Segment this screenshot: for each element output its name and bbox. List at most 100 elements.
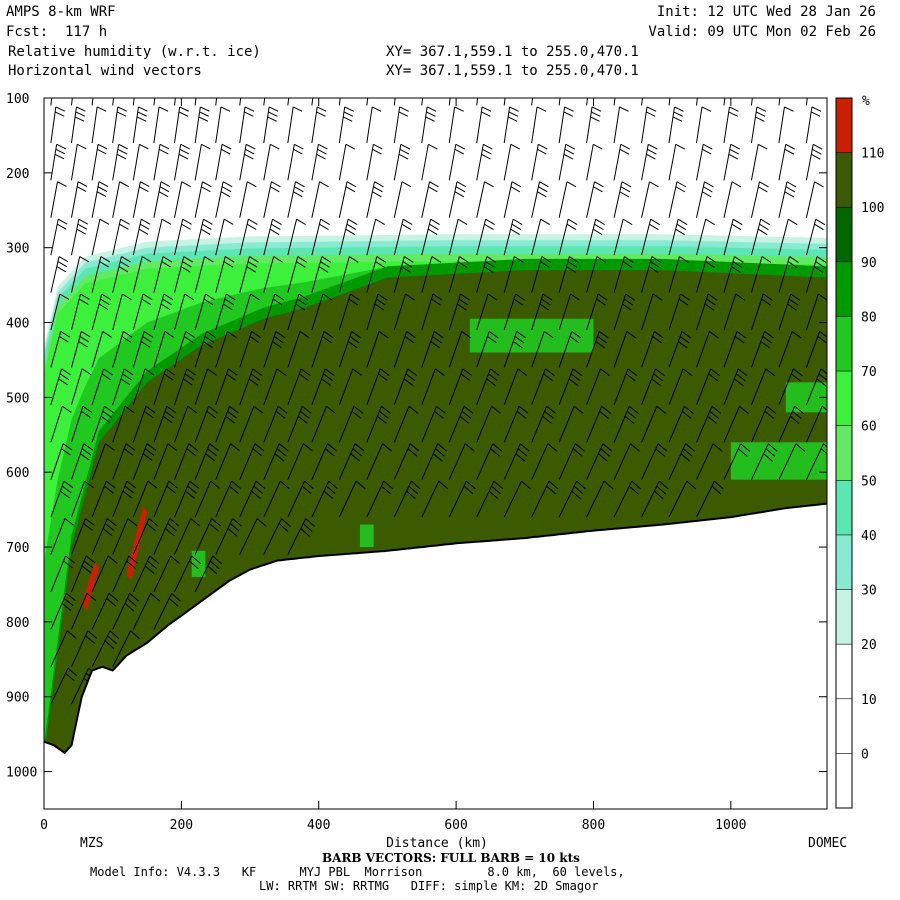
barb-flag <box>755 74 764 78</box>
barb-flag <box>299 410 310 419</box>
barb-flag <box>139 223 150 230</box>
barb-shaft <box>805 256 818 293</box>
barb-shaft <box>805 144 814 181</box>
wind-barbs <box>50 69 827 705</box>
wind-barb <box>448 443 475 480</box>
barb-flag <box>487 293 498 301</box>
rh-band-110 <box>44 270 827 757</box>
barb-shaft <box>421 331 435 368</box>
barb-shaft <box>641 443 659 480</box>
barb-flag <box>321 256 332 263</box>
barb-flag <box>159 143 170 150</box>
barb-shaft <box>239 406 255 443</box>
wind-barb <box>641 218 660 256</box>
barb-flag <box>493 480 504 490</box>
barb-shaft <box>750 443 769 480</box>
barb-flag <box>676 223 687 231</box>
barb-flag <box>569 336 580 344</box>
barb-flag <box>481 153 491 160</box>
barb-shaft <box>393 480 412 518</box>
barb-flag <box>326 485 336 495</box>
barb-flag <box>99 218 110 225</box>
barb-flag <box>675 228 685 236</box>
barb-shaft <box>476 443 494 480</box>
barb-flag <box>792 410 802 420</box>
barb-flag <box>75 111 85 117</box>
barb-shaft <box>239 480 257 518</box>
barb-shaft <box>613 219 624 256</box>
barb-flag <box>118 143 128 150</box>
wind-barb <box>239 443 265 480</box>
barb-flag <box>104 640 115 650</box>
barb-flag <box>406 331 416 339</box>
barb-shaft <box>338 106 346 143</box>
wind-barb <box>71 630 98 668</box>
wind-barb <box>50 592 76 630</box>
barb-shaft <box>91 630 111 668</box>
barb-shaft <box>311 293 324 331</box>
barb-flag <box>513 298 524 306</box>
wind-barb <box>194 555 223 593</box>
barb-shaft <box>194 293 206 331</box>
barb-flag <box>106 518 117 527</box>
barb-shaft <box>448 293 461 331</box>
barb-flag <box>680 293 690 301</box>
wind-barb <box>641 98 643 106</box>
barb-flag <box>812 148 822 155</box>
barb-flag <box>651 378 661 387</box>
barb-shaft <box>448 98 451 106</box>
wind-barb <box>696 143 713 181</box>
barb-shaft <box>338 443 356 480</box>
wind-barb <box>723 331 747 368</box>
barb-flag <box>700 74 709 78</box>
barb-flag <box>675 143 685 150</box>
barb-flag <box>101 293 112 301</box>
wind-barb <box>476 405 501 443</box>
wind-barb <box>448 368 473 406</box>
barb-flag <box>104 405 114 414</box>
barb-flag <box>701 69 710 73</box>
barb-shaft <box>586 181 595 218</box>
barb-shaft <box>586 293 599 331</box>
barb-shaft <box>153 219 163 256</box>
barb-flag <box>508 69 517 73</box>
barb-shaft <box>586 480 605 518</box>
colorbar-swatch <box>836 753 852 808</box>
barb-flag <box>247 261 258 268</box>
wind-barb <box>503 218 523 256</box>
wind-barb <box>239 518 267 555</box>
barb-shaft <box>448 331 463 368</box>
barb-shaft <box>153 518 171 555</box>
wind-barb <box>750 443 778 480</box>
barb-flag <box>765 448 776 457</box>
barb-flag <box>703 186 713 193</box>
wind-barb <box>668 106 684 143</box>
barb-flag <box>509 106 519 112</box>
barb-flag <box>651 256 662 263</box>
barb-flag <box>595 218 605 226</box>
barb-flag <box>791 331 802 339</box>
barb-shaft <box>239 181 248 218</box>
barb-shaft <box>558 106 566 143</box>
wind-barb <box>194 368 217 406</box>
wind-barb <box>70 368 92 405</box>
barb-flag <box>652 336 662 344</box>
barb-flag <box>571 331 582 339</box>
barb-shaft <box>421 368 436 406</box>
wind-barb <box>366 106 382 143</box>
barb-flag <box>245 148 255 155</box>
barb-shaft <box>393 98 396 106</box>
barb-flag <box>99 261 109 268</box>
barb-flag <box>205 453 215 462</box>
barb-flag <box>353 405 364 414</box>
barb-shaft <box>421 219 432 256</box>
barb-shaft <box>71 630 89 668</box>
barb-flag <box>232 518 243 527</box>
barb-flag <box>784 106 794 112</box>
wind-barb <box>778 98 781 106</box>
wind-barb <box>263 98 266 106</box>
barb-flag <box>431 298 441 306</box>
wind-barb <box>586 368 610 406</box>
barb-flag <box>141 218 151 225</box>
barb-shaft <box>805 368 822 406</box>
